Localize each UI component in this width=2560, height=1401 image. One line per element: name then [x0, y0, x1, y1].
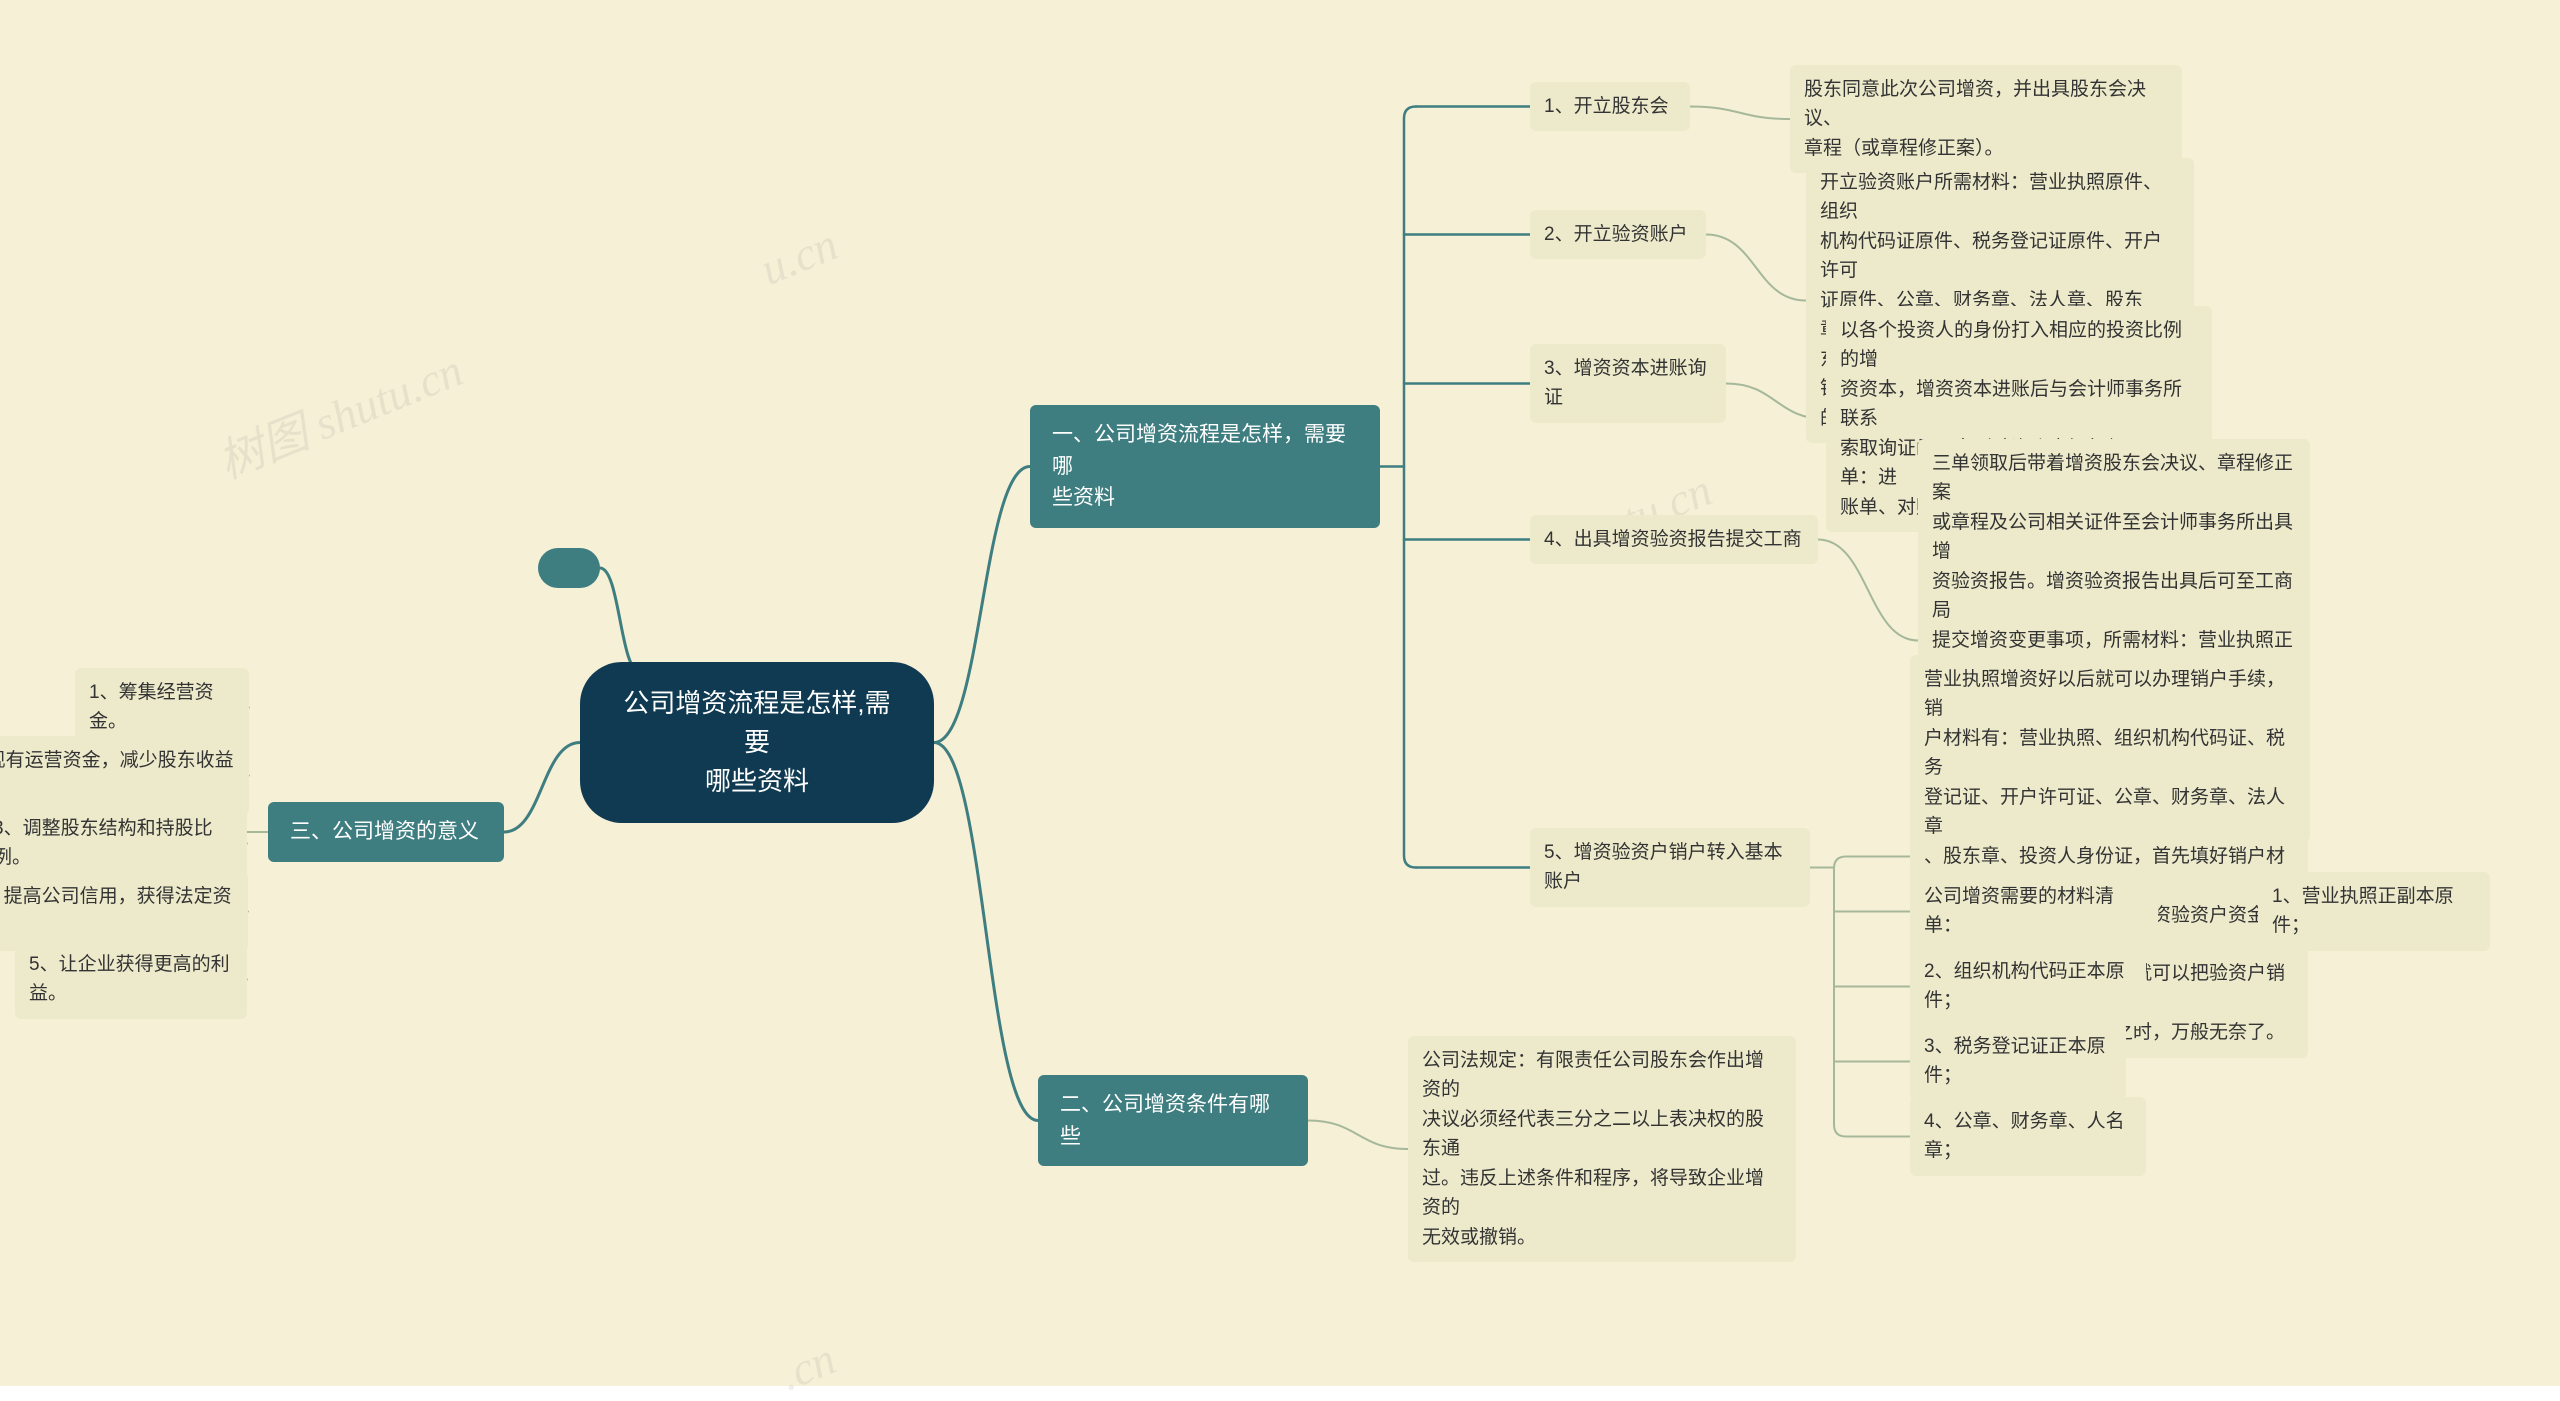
node-b1c1[interactable]: 1、开立股东会 — [1530, 82, 1690, 131]
node-b3c5[interactable]: 5、让企业获得更高的利益。 — [15, 940, 247, 1019]
mindmap-canvas: 树图 shutu.cnu.cnshutu.cn.cn公司增资流程是怎样,需要哪些… — [0, 0, 2560, 1386]
watermark: u.cn — [753, 217, 845, 295]
node-tiny[interactable] — [538, 548, 600, 588]
node-b3[interactable]: 三、公司增资的意义 — [268, 802, 504, 862]
node-b1c5e[interactable]: 4、公章、财务章、人名章； — [1910, 1097, 2146, 1176]
node-root[interactable]: 公司增资流程是怎样,需要哪些资料 — [580, 662, 934, 823]
node-b1c4[interactable]: 4、出具增资验资报告提交工商 — [1530, 515, 1818, 564]
node-b1c5c[interactable]: 2、组织机构代码正本原件； — [1910, 947, 2146, 1026]
node-b1c3[interactable]: 3、增资资本进账询证 — [1530, 344, 1726, 423]
node-b2c1[interactable]: 公司法规定：有限责任公司股东会作出增资的决议必须经代表三分之二以上表决权的股东通… — [1408, 1036, 1796, 1262]
node-b1[interactable]: 一、公司增资流程是怎样，需要哪些资料 — [1030, 405, 1380, 528]
node-b1c5d[interactable]: 3、税务登记证正本原件； — [1910, 1022, 2126, 1101]
node-b2[interactable]: 二、公司增资条件有哪些 — [1038, 1075, 1308, 1166]
watermark: 树图 shutu.cn — [207, 334, 471, 492]
node-b1c5b1[interactable]: 1、营业执照正副本原件； — [2258, 872, 2490, 951]
node-b1c5[interactable]: 5、增资验资户销户转入基本账户 — [1530, 828, 1810, 907]
watermark: .cn — [772, 1332, 843, 1401]
node-b1c5b[interactable]: 公司增资需要的材料清单： — [1910, 872, 2158, 951]
node-b1c2[interactable]: 2、开立验资账户 — [1530, 210, 1706, 259]
